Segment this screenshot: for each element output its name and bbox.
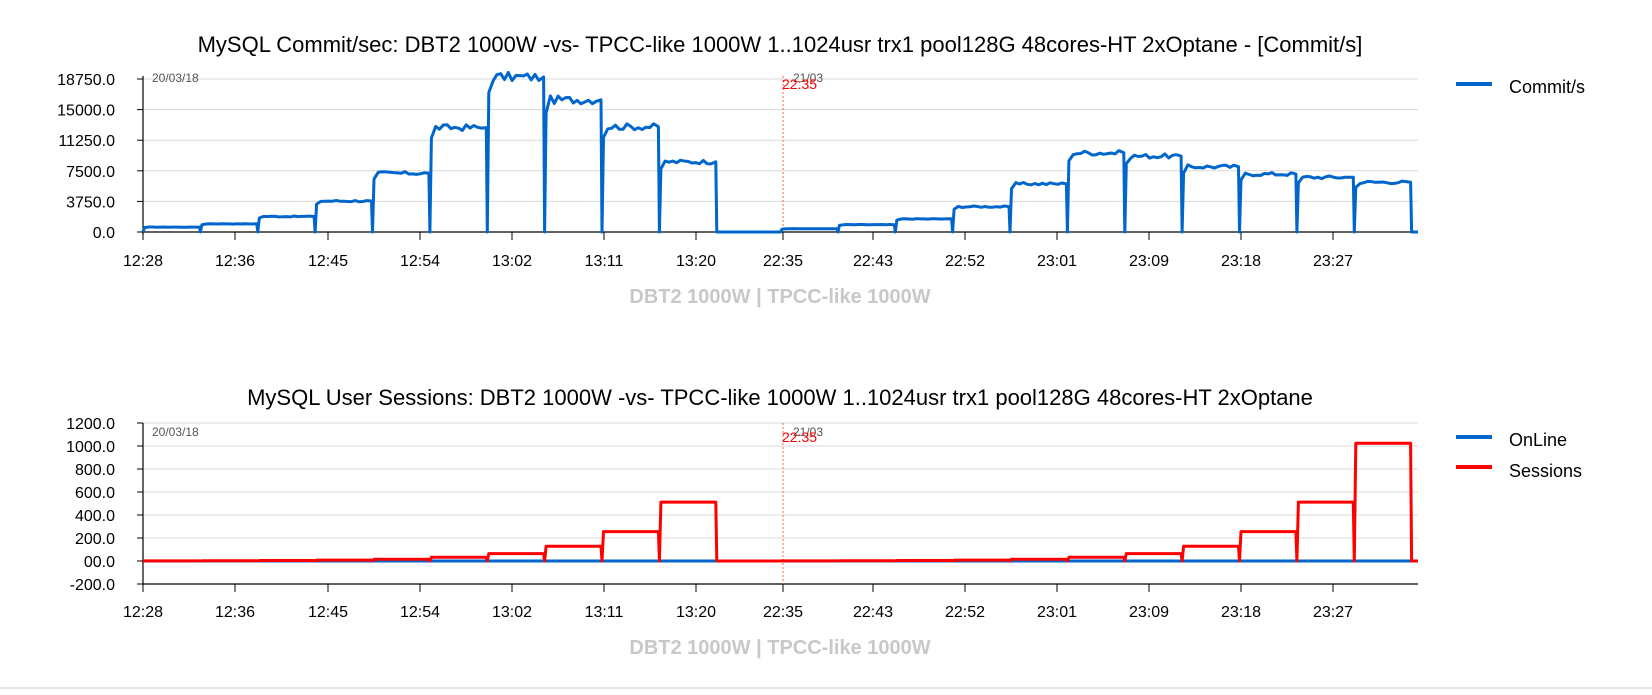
y-tick-label: -200.0 xyxy=(70,577,115,594)
x-tick-label: 12:45 xyxy=(308,253,348,270)
x-tick-label: 12:28 xyxy=(123,604,163,621)
x-tick-label: 23:27 xyxy=(1313,604,1353,621)
commit-chart-marker-time: 22:35 xyxy=(782,76,817,92)
x-tick-label: 23:18 xyxy=(1221,604,1261,621)
commit-chart-grid xyxy=(143,78,1418,233)
legend-label-online: OnLine xyxy=(1509,430,1567,450)
commit-chart-legend: Commit/s xyxy=(1456,77,1585,97)
commit-chart-title: MySQL Commit/sec: DBT2 1000W -vs- TPCC-l… xyxy=(198,32,1363,57)
commit-chart-series xyxy=(141,71,1419,234)
y-tick-label: 00.0 xyxy=(84,554,115,571)
x-tick-label: 13:02 xyxy=(492,604,532,621)
x-tick-label: 22:43 xyxy=(853,604,893,621)
commit-chart-x-label: DBT2 1000W | TPCC-like 1000W xyxy=(629,286,930,308)
sessions-chart-marker-time: 22:35 xyxy=(782,429,817,445)
x-tick-label: 13:20 xyxy=(676,253,716,270)
x-tick-label: 22:43 xyxy=(853,253,893,270)
x-tick-label: 23:18 xyxy=(1221,253,1261,270)
x-tick-label: 22:35 xyxy=(763,604,803,621)
y-tick-label: 0.0 xyxy=(93,225,115,242)
x-tick-label: 22:52 xyxy=(945,253,985,270)
x-tick-label: 22:35 xyxy=(763,253,803,270)
y-tick-label: 18750.0 xyxy=(57,72,115,89)
series-line-commit-s xyxy=(141,71,1419,234)
x-tick-label: 23:27 xyxy=(1313,253,1353,270)
sessions-chart-date-right: 21/03 xyxy=(793,425,823,439)
x-tick-label: 22:52 xyxy=(945,604,985,621)
sessions-chart-legend: OnLine Sessions xyxy=(1456,430,1582,481)
x-tick-label: 13:20 xyxy=(676,604,716,621)
commit-chart-date-left: 20/03/18 xyxy=(152,71,199,85)
x-tick-label: 12:28 xyxy=(123,253,163,270)
legend-label-sessions: Sessions xyxy=(1509,461,1582,481)
y-tick-label: 1200.0 xyxy=(66,416,115,433)
sessions-chart-x-label: DBT2 1000W | TPCC-like 1000W xyxy=(629,637,930,659)
x-tick-label: 13:02 xyxy=(492,253,532,270)
y-tick-label: 800.0 xyxy=(75,462,115,479)
x-tick-label: 12:54 xyxy=(400,604,440,621)
y-tick-label: 1000.0 xyxy=(66,439,115,456)
x-tick-label: 12:54 xyxy=(400,253,440,270)
x-tick-label: 23:09 xyxy=(1129,253,1169,270)
sessions-chart-title: MySQL User Sessions: DBT2 1000W -vs- TPC… xyxy=(247,385,1313,410)
x-tick-label: 12:36 xyxy=(215,253,255,270)
x-tick-label: 12:45 xyxy=(308,604,348,621)
x-tick-label: 12:36 xyxy=(215,604,255,621)
y-tick-label: 11250.0 xyxy=(58,133,115,150)
commit-chart: MySQL Commit/sec: DBT2 1000W -vs- TPCC-l… xyxy=(57,32,1585,308)
sessions-chart-date-left: 20/03/18 xyxy=(152,425,199,439)
x-tick-label: 23:01 xyxy=(1037,604,1077,621)
y-tick-label: 200.0 xyxy=(75,531,115,548)
commit-chart-y-ticks: 18750.0 15000.0 11250.0 7500.0 3750.0 0.0 xyxy=(57,72,143,242)
y-tick-label: 7500.0 xyxy=(66,164,115,181)
series-line-sessions xyxy=(142,441,1419,563)
sessions-chart: MySQL User Sessions: DBT2 1000W -vs- TPC… xyxy=(66,385,1582,659)
y-tick-label: 600.0 xyxy=(75,485,115,502)
x-tick-label: 13:11 xyxy=(585,604,624,621)
legend-label-commits: Commit/s xyxy=(1509,77,1585,97)
x-tick-label: 13:11 xyxy=(585,253,624,270)
sessions-chart-series xyxy=(142,441,1419,563)
y-tick-label: 400.0 xyxy=(75,508,115,525)
x-tick-label: 23:01 xyxy=(1037,253,1077,270)
sessions-chart-x-ticks: 12:28 12:36 12:45 12:54 13:02 13:11 13:20 22:35… xyxy=(123,584,1353,621)
commit-chart-date-right: 21/03 xyxy=(793,71,823,85)
commit-chart-x-ticks: 12:28 12:36 12:45 12:54 13:02 13:11 13:20 22:35… xyxy=(123,232,1353,270)
y-tick-label: 3750.0 xyxy=(66,194,115,211)
y-tick-label: 15000.0 xyxy=(57,103,115,120)
x-tick-label: 23:09 xyxy=(1129,604,1169,621)
sessions-chart-y-ticks: 1200.0 1000.0 800.0 600.0 400.0 200.0 00.0 -200… xyxy=(66,416,143,594)
